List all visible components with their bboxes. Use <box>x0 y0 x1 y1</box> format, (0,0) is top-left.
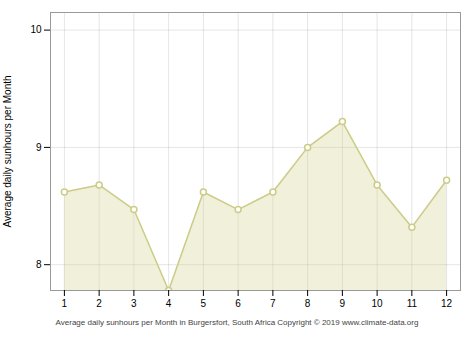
svg-text:11: 11 <box>407 298 418 309</box>
svg-text:6: 6 <box>235 298 241 309</box>
svg-text:10: 10 <box>30 24 42 35</box>
svg-text:10: 10 <box>372 298 384 309</box>
svg-text:3: 3 <box>131 298 137 309</box>
html-text:Average daily sunhours per Mon: Average daily sunhours per Month in Burg… <box>55 318 419 327</box>
svg-text:Average daily sunhours per Mon: Average daily sunhours per Month <box>2 75 13 227</box>
svg-text:8: 8 <box>305 298 311 309</box>
svg-text:9: 9 <box>340 298 346 309</box>
svg-text:12: 12 <box>441 298 453 309</box>
svg-text:9: 9 <box>36 142 42 153</box>
svg-text:8: 8 <box>36 259 42 270</box>
svg-text:4: 4 <box>166 298 172 309</box>
svg-text:7: 7 <box>270 298 276 309</box>
svg-text:5: 5 <box>201 298 207 309</box>
svg-text:1: 1 <box>62 298 68 309</box>
svg-text:2: 2 <box>96 298 102 309</box>
